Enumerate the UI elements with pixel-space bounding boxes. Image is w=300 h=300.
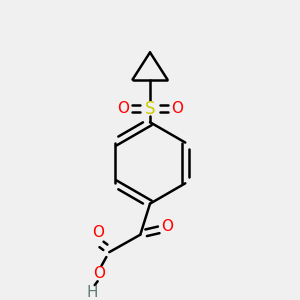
Text: O: O bbox=[94, 266, 106, 281]
Text: O: O bbox=[171, 101, 183, 116]
Text: O: O bbox=[92, 225, 104, 240]
Text: H: H bbox=[86, 285, 98, 300]
Text: O: O bbox=[161, 219, 173, 234]
Text: O: O bbox=[117, 101, 129, 116]
Text: S: S bbox=[145, 100, 155, 118]
